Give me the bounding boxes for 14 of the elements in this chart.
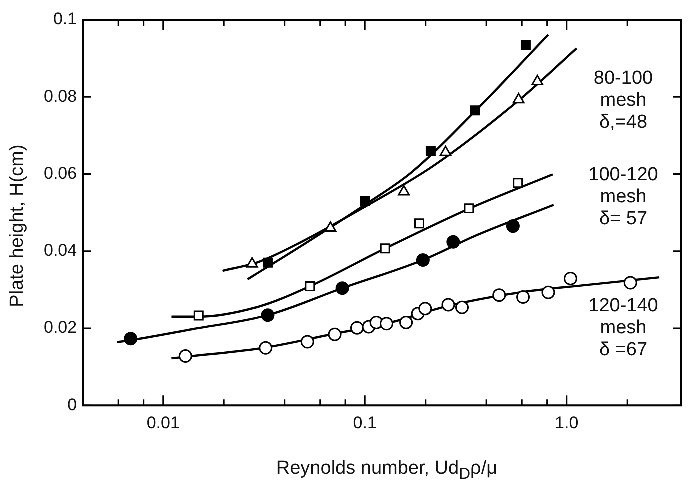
y-tick-label: 0.06 xyxy=(44,164,78,183)
y-tick-label: 0.08 xyxy=(44,86,78,106)
x-axis-title: Reynolds number, Ud$_{D}$ρ/μ xyxy=(275,458,499,484)
annotation: 80-100 mesh δ,=48 xyxy=(594,68,654,134)
x-tick-label: 0.01 xyxy=(146,413,180,432)
y-tick-label: 0.04 xyxy=(44,241,78,260)
x-tick-label: 0.1 xyxy=(353,413,377,432)
y-axis-title: Plate height, H(cm) xyxy=(7,144,29,310)
annotation: 120-140 mesh δ =67 xyxy=(588,296,658,361)
y-tick-label: 0.1 xyxy=(53,10,78,29)
y-tick-label: 0.02 xyxy=(44,318,78,338)
annotation: 100-120 mesh δ= 57 xyxy=(588,164,658,230)
y-tick-label: 0 xyxy=(68,395,78,414)
x-tick-label: 1.0 xyxy=(555,413,579,432)
